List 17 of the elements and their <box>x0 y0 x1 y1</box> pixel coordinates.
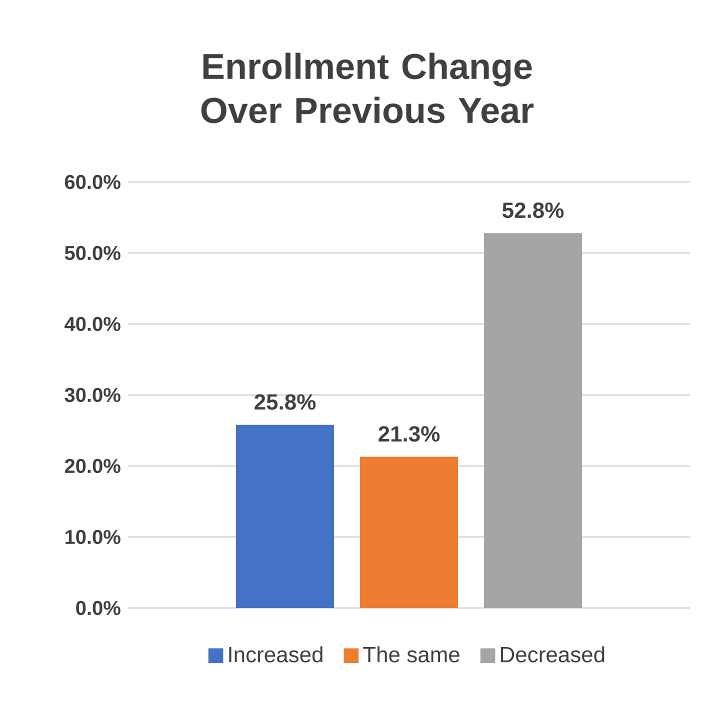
data-label: 25.8% <box>254 394 316 410</box>
y-tick-label: 60.0% <box>64 174 120 190</box>
y-tick-label: 30.0% <box>64 388 120 402</box>
y-tick-label: 50.0% <box>64 246 120 260</box>
bar <box>484 233 582 608</box>
data-label: 21.3% <box>378 426 440 442</box>
legend-label: The same <box>363 646 460 662</box>
y-tick-label: 40.0% <box>64 316 120 332</box>
legend-label: Decreased <box>501 646 604 662</box>
bar <box>236 424 334 608</box>
y-tick-label: 0.0% <box>76 600 120 616</box>
chart-title: Enrollment Change Over Previous Year <box>201 52 534 124</box>
y-tick-label: 10.0% <box>65 530 120 544</box>
bar <box>360 456 458 608</box>
y-tick-label: 20.0% <box>64 458 120 474</box>
legend-label: Increased <box>229 646 322 662</box>
data-label: 52.8% <box>502 202 564 218</box>
